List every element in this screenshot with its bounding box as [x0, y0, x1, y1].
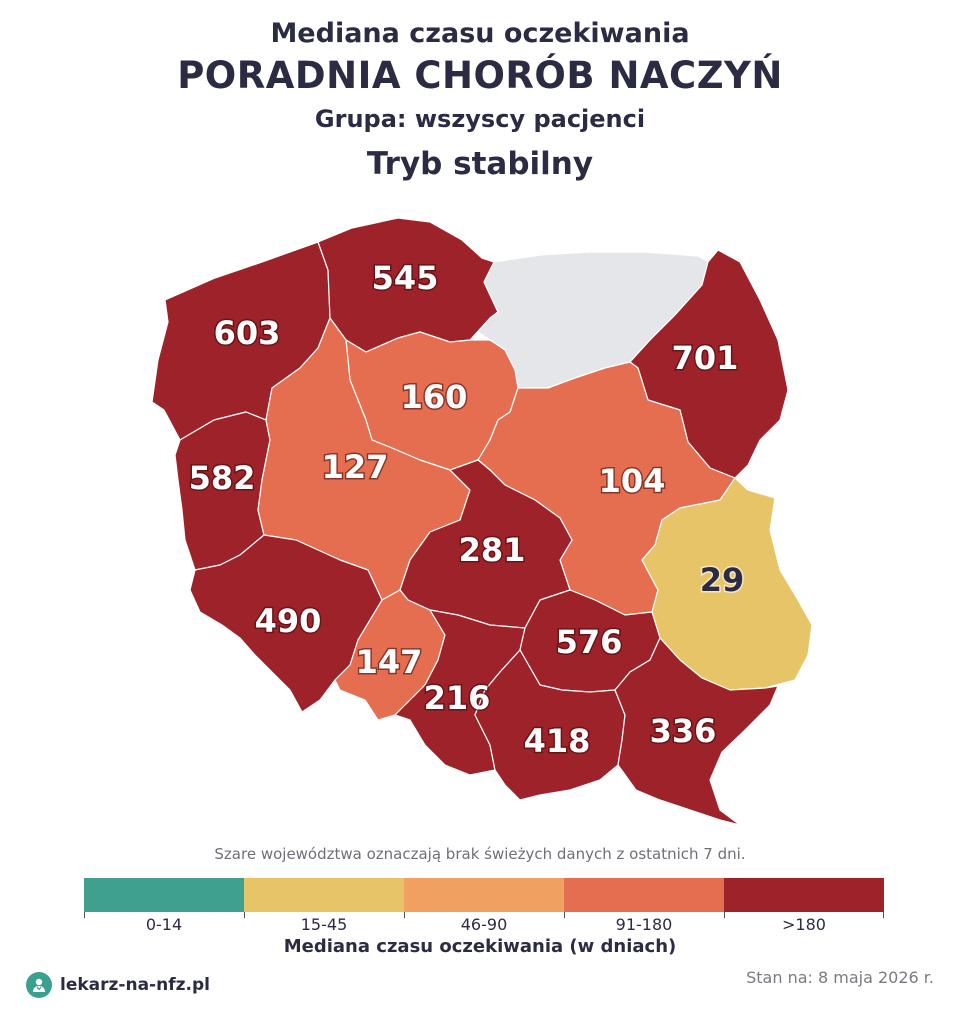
- region-malopolskie[interactable]: [474, 649, 626, 801]
- region-value-kujawsko-pomorskie: 160: [401, 378, 468, 416]
- legend-tick: [84, 912, 85, 918]
- legend-swatch-1: [244, 878, 404, 912]
- patient-group-label: Grupa: wszyscy pacjenci: [314, 105, 646, 133]
- legend-label-1: 15-45: [300, 915, 348, 934]
- region-value-lubelskie: 29: [700, 561, 745, 599]
- no-data-note: Szare województwa oznaczają brak świeżyc…: [214, 845, 746, 863]
- legend-swatch-2: [404, 878, 564, 912]
- legend-tick: [244, 912, 245, 918]
- legend-tick: [883, 912, 884, 918]
- page-pretitle: Mediana czasu oczekiwania: [270, 18, 690, 49]
- legend-swatch-0: [84, 878, 244, 912]
- data-date: Stan na: 8 maja 2026 r.: [746, 968, 934, 987]
- legend-tick: [564, 912, 565, 918]
- region-value-lubuskie: 582: [189, 459, 256, 497]
- region-value-lodzkie: 281: [459, 531, 526, 569]
- brand-name: lekarz-na-nfz.pl: [60, 975, 210, 995]
- region-podkarpackie[interactable]: [614, 637, 779, 826]
- region-value-opolskie: 147: [356, 643, 423, 681]
- brand-logo[interactable]: lekarz-na-nfz.pl: [26, 972, 210, 998]
- title-block: Mediana czasu oczekiwania PORADNIA CHORÓ…: [0, 14, 960, 190]
- doctor-icon: [26, 972, 52, 998]
- legend-ticks: [84, 912, 884, 918]
- legend-label-2: 46-90: [460, 915, 508, 934]
- legend-tick: [404, 912, 405, 918]
- legend-swatch-4: [724, 878, 884, 912]
- region-value-malopolskie: 418: [524, 722, 591, 760]
- region-value-mazowieckie: 104: [599, 462, 666, 500]
- region-value-slaskie: 216: [424, 679, 491, 717]
- region-value-zachodniopomorskie: 603: [214, 314, 281, 352]
- legend-label-3: 91-180: [615, 915, 673, 934]
- page-title: PORADNIA CHORÓB NACZYŃ: [177, 54, 783, 97]
- legend-swatch-3: [564, 878, 724, 912]
- region-value-pomorskie: 545: [372, 259, 439, 297]
- legend-title: Mediana czasu oczekiwania (w dniach): [283, 936, 677, 957]
- legend-labels: 0-14 15-45 46-90 91-180 >180: [84, 914, 884, 936]
- mode-label: Tryb stabilny: [366, 146, 594, 182]
- region-value-podlaskie: 701: [672, 339, 739, 377]
- legend-color-bar: [84, 878, 884, 912]
- legend-label-4: >180: [782, 915, 826, 934]
- region-value-dolnoslaskie: 490: [255, 602, 322, 640]
- region-value-podkarpackie: 336: [650, 712, 717, 750]
- legend-label-0: 0-14: [145, 915, 183, 934]
- legend-tick: [724, 912, 725, 918]
- region-value-swietokrzyskie: 576: [556, 623, 623, 661]
- region-value-wielkopolskie: 127: [322, 448, 389, 486]
